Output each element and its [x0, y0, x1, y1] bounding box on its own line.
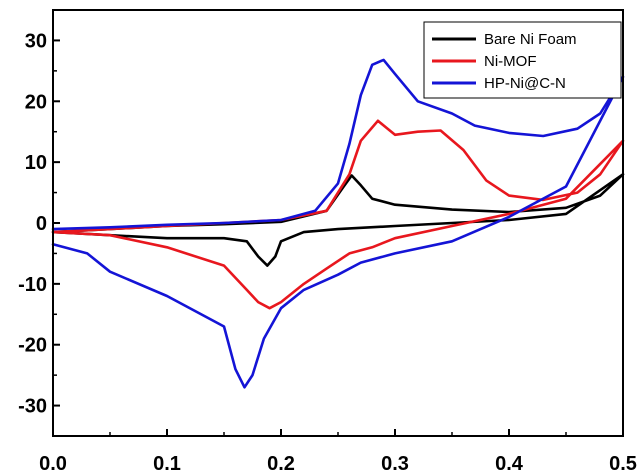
y-tick-label: 0 — [36, 213, 47, 235]
x-tick-label: 0.2 — [267, 453, 295, 474]
series-layer — [51, 58, 625, 389]
axis-layer: 0.0 0.1 0.2 0.3 0.4 0.5 -30 -20 -10 0 10 20 30 — [18, 30, 637, 474]
x-tick-label: 0.3 — [381, 453, 409, 474]
y-tick-label: 20 — [25, 91, 47, 113]
y-tick-label: -10 — [18, 274, 47, 296]
x-tick-label: 0.0 — [39, 453, 67, 474]
legend-label-1: Ni-MOF — [484, 53, 537, 70]
y-tick-label: -30 — [18, 396, 47, 418]
series-line-1 — [51, 119, 625, 310]
series-line-0 — [51, 173, 625, 267]
y-tick-label: -20 — [18, 335, 47, 357]
series-line-2 — [51, 58, 625, 389]
x-tick-label: 0.4 — [495, 453, 524, 474]
legend: Bare Ni Foam Ni-MOF HP-Ni@C-N — [423, 21, 622, 99]
legend-label-0: Bare Ni Foam — [484, 31, 577, 48]
x-tick-label: 0.5 — [609, 453, 637, 474]
y-tick-label: 10 — [25, 152, 47, 174]
legend-label-2: HP-Ni@C-N — [484, 75, 566, 92]
y-tick-label: 30 — [25, 30, 47, 52]
x-tick-label: 0.1 — [153, 453, 181, 474]
